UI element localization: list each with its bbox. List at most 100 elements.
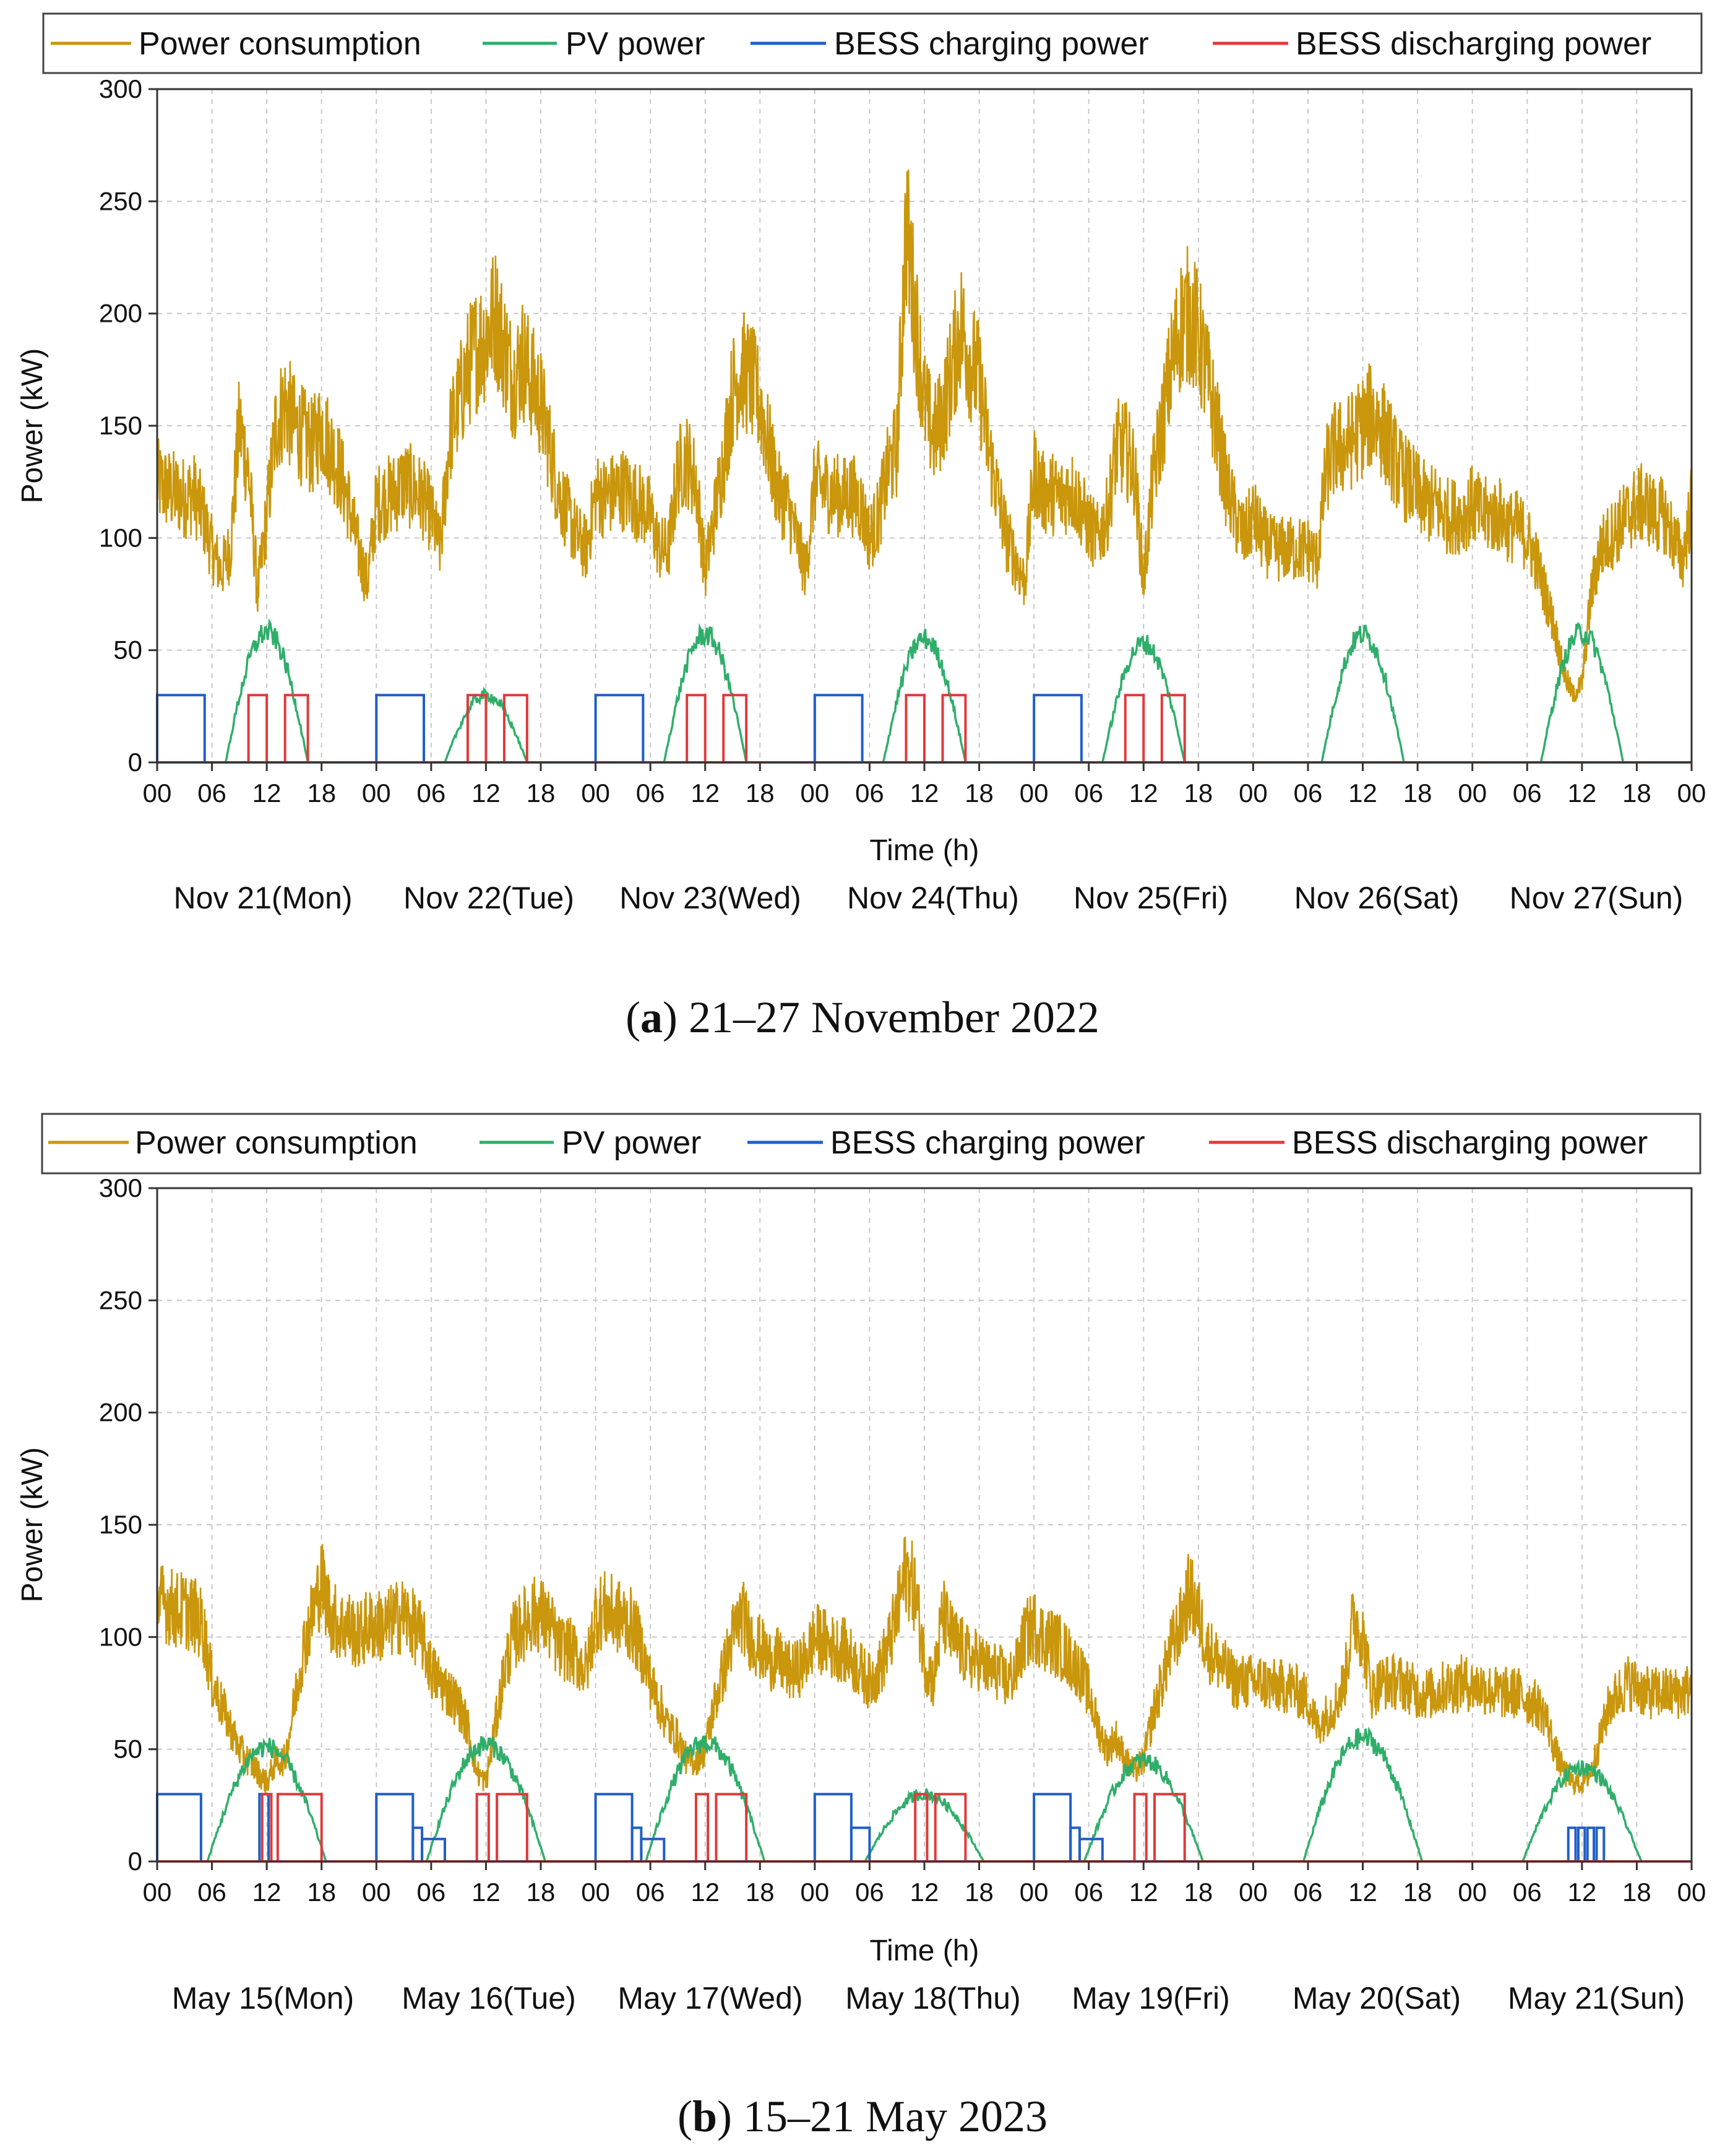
y-tick-label: 0 [128,1847,142,1876]
day-label: May 19(Fri) [1072,1981,1230,2016]
day-label: Nov 25(Fri) [1073,881,1228,915]
y-tick-label: 100 [99,1622,142,1651]
day-label: May 16(Tue) [402,1981,576,2016]
x-tick-label: 12 [1348,1878,1377,1907]
x-tick-label: 00 [143,778,172,808]
bess-discharging-pulse [247,694,269,762]
y-tick-label: 150 [99,1510,142,1539]
y-tick-label: 250 [99,186,142,215]
bess-discharging-pulse [1160,694,1186,762]
bess-discharging-pulse [686,694,707,762]
bess-charging-pulse [1595,1826,1606,1861]
x-tick-label: 18 [527,1878,556,1907]
x-tick-label: 12 [690,1878,720,1907]
x-tick-label: 18 [1622,778,1651,808]
legend-box-a [42,12,1703,74]
legend-label-pv-a: PV power [566,26,705,62]
day-label: Nov 27(Sun) [1510,881,1684,915]
bess-charging-pulse [813,1793,853,1861]
bess-discharging-pulse [1133,1793,1148,1861]
y-tick-label: 200 [99,299,142,328]
x-tick-label: 18 [527,778,556,808]
x-tick-label: 12 [690,778,720,808]
x-tick-label: 12 [1567,778,1596,808]
bess-discharging-pulse [496,1793,528,1861]
bess-charging-pulse [421,1837,446,1861]
bess-discharging-pulse [914,1793,929,1861]
caption-letter-b: b [692,2092,717,2141]
x-tick-label: 00 [1677,778,1706,808]
x-tick-label: 00 [1458,1878,1487,1907]
y-tick-label: 50 [113,636,142,665]
day-labels-b: May 15(Mon) May 16(Tue) May 17(Wed) May 18(… [172,1981,1685,2016]
x-tick-label: 12 [471,778,501,808]
x-tick-label: 18 [965,778,994,808]
x-tick-label: 00 [1677,1878,1706,1907]
bess-charging-pulse [850,1826,871,1861]
bess-charging-pulse [1078,1837,1104,1861]
x-tick-label: 18 [307,1878,336,1907]
x-tick-label: 12 [1348,778,1377,808]
day-label: May 21(Sun) [1508,1981,1685,2016]
xlabel-b: Time (h) [870,1934,979,1967]
bess-discharging-pulse [941,694,967,762]
x-tick-label: 12 [910,778,939,808]
bess-charging-pulse [640,1837,666,1861]
panel-a: Power consumption PV power BESS charging… [16,12,1706,1042]
bess-charging-pulse [594,694,645,762]
day-labels-a: Nov 21(Mon) Nov 22(Tue) Nov 23(Wed) Nov 24(… [174,881,1684,915]
grid-b [157,1188,1692,1862]
day-label: May 18(Thu) [845,1981,1020,2016]
series-power-consumption [156,1537,1692,1795]
legend-label-charging-a: BESS charging power [834,26,1149,62]
day-label: May 15(Mon) [172,1981,355,2016]
panel-b: Power consumption PV power BESS charging… [16,1113,1706,2141]
ylabel-a: Power (kW) [16,348,49,504]
x-tick-label: 06 [1074,1878,1103,1907]
bess-discharging-pulse [715,1793,748,1861]
x-tick-label: 00 [362,1878,391,1907]
y-tick-label: 0 [128,748,142,777]
y-tick-label: 300 [99,74,142,103]
bess-discharging-pulse [694,1793,710,1861]
ticks-b: 0 50 100 150 200 250 300 00 06 12 18 00 06 12 18 00 06 12… [99,1173,1706,1907]
x-tick-label: 06 [1513,778,1542,808]
x-tick-label: 18 [1403,778,1432,808]
legend-a: Power consumption PV power BESS charging… [42,12,1703,74]
y-tick-label: 200 [99,1398,142,1427]
caption-open-a: ( [626,993,640,1042]
x-tick-label: 00 [800,778,829,808]
day-label: May 17(Wed) [617,1981,802,2016]
x-tick-label: 06 [1294,1878,1323,1907]
day-label: May 20(Sat) [1293,1981,1461,2016]
day-label: Nov 23(Wed) [619,881,801,915]
x-tick-label: 18 [746,1878,775,1907]
bess-discharging-pulse [905,694,926,762]
bess-discharging-pulse [276,1793,323,1861]
x-tick-label: 06 [636,778,665,808]
caption-text-a: ) 21–27 November 2022 [663,993,1099,1042]
bess-charging-pulse [630,1826,643,1861]
x-tick-label: 12 [471,1878,501,1907]
x-tick-label: 06 [1074,778,1103,808]
bess-charging-pulse [1567,1826,1577,1861]
x-tick-label: 18 [1184,1878,1213,1907]
bess-discharging-pulse [283,694,309,762]
y-tick-label: 250 [99,1285,142,1314]
x-tick-label: 18 [746,778,775,808]
x-tick-label: 12 [252,778,282,808]
bess-charging-pulse [1033,1793,1072,1861]
caption-text-b: ) 15–21 May 2023 [717,2092,1047,2141]
legend-label-consumption-a: Power consumption [139,26,421,62]
caption-open-b: ( [678,2092,692,2141]
bess-charging-pulse [156,694,206,762]
ylabel-b: Power (kW) [16,1447,49,1603]
bess-charging-pulse [156,1793,202,1861]
bess-charging-pulse [594,1793,634,1861]
bess-charging-pulse [411,1826,424,1861]
bess-charging-pulse [1577,1826,1586,1861]
x-tick-label: 00 [1239,1878,1268,1907]
x-tick-label: 06 [1294,778,1323,808]
x-tick-label: 12 [1129,1878,1158,1907]
